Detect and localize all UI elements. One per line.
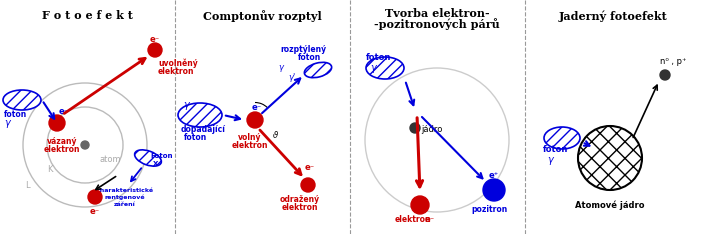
Text: pozitron: pozitron <box>471 205 507 214</box>
Text: Atomové jádro: Atomové jádro <box>575 200 644 209</box>
Circle shape <box>660 70 670 80</box>
Text: X: X <box>153 161 159 167</box>
Text: odražený: odražený <box>280 195 320 204</box>
Circle shape <box>49 115 65 131</box>
Text: uvolněný: uvolněný <box>158 58 198 67</box>
Ellipse shape <box>305 62 331 78</box>
Text: elektron: elektron <box>282 203 318 212</box>
Text: jádro: jádro <box>421 125 442 135</box>
Text: foton: foton <box>366 54 392 62</box>
Circle shape <box>578 126 642 190</box>
Text: e⁻: e⁻ <box>425 215 435 224</box>
Ellipse shape <box>366 57 404 79</box>
Text: foton: foton <box>298 54 322 62</box>
Text: atom: atom <box>100 156 121 165</box>
Text: γ: γ <box>278 63 283 73</box>
Text: vázaný: vázaný <box>47 137 77 146</box>
Text: foton: foton <box>543 145 569 154</box>
Text: e⁻: e⁻ <box>305 162 315 172</box>
Text: elektron: elektron <box>232 141 268 150</box>
Text: K: K <box>47 165 53 175</box>
Text: F o t o e f e k t: F o t o e f e k t <box>41 10 133 21</box>
Text: γ': γ' <box>288 73 296 83</box>
Circle shape <box>88 190 102 204</box>
Text: γ: γ <box>4 118 10 128</box>
Circle shape <box>301 178 315 192</box>
Text: foton: foton <box>4 110 27 119</box>
Text: elektron: elektron <box>395 215 432 224</box>
Circle shape <box>483 179 505 201</box>
Ellipse shape <box>544 127 580 149</box>
Text: L: L <box>25 180 29 190</box>
Text: e⁻: e⁻ <box>90 207 100 216</box>
Ellipse shape <box>3 90 41 110</box>
Circle shape <box>247 112 263 128</box>
Circle shape <box>410 123 420 133</box>
Circle shape <box>81 141 89 149</box>
Text: e⁻: e⁻ <box>150 36 160 44</box>
Text: e⁻: e⁻ <box>252 103 262 113</box>
Circle shape <box>411 196 429 214</box>
Text: elektron: elektron <box>44 145 80 154</box>
Text: záření: záření <box>114 202 136 207</box>
Text: volný: volný <box>238 133 262 142</box>
Text: foton: foton <box>184 133 207 142</box>
Text: Tvorba elektron-: Tvorba elektron- <box>385 8 489 19</box>
Text: n⁰ , p⁺: n⁰ , p⁺ <box>660 56 687 66</box>
Text: charakteristické: charakteristické <box>96 188 154 193</box>
Text: γ: γ <box>183 100 189 110</box>
Ellipse shape <box>178 103 222 127</box>
Circle shape <box>148 43 162 57</box>
Text: e⁻: e⁻ <box>59 106 69 116</box>
Text: rozptýlený: rozptýlený <box>280 45 326 55</box>
Text: elektron: elektron <box>158 67 194 76</box>
Text: γ: γ <box>547 155 552 165</box>
Text: e⁺: e⁺ <box>489 171 499 179</box>
Text: rentgenové: rentgenové <box>105 195 145 201</box>
Text: Jaderný fotoefekt: Jaderný fotoefekt <box>559 10 668 22</box>
Text: dopadající: dopadající <box>181 125 226 134</box>
Text: γ: γ <box>370 63 376 73</box>
Text: Foton: Foton <box>150 153 173 159</box>
Text: Comptonův rozptyl: Comptonův rozptyl <box>203 10 322 22</box>
Text: -pozitronových párů: -pozitronových párů <box>374 18 500 30</box>
Ellipse shape <box>135 150 161 166</box>
Text: ϑ: ϑ <box>273 131 278 139</box>
